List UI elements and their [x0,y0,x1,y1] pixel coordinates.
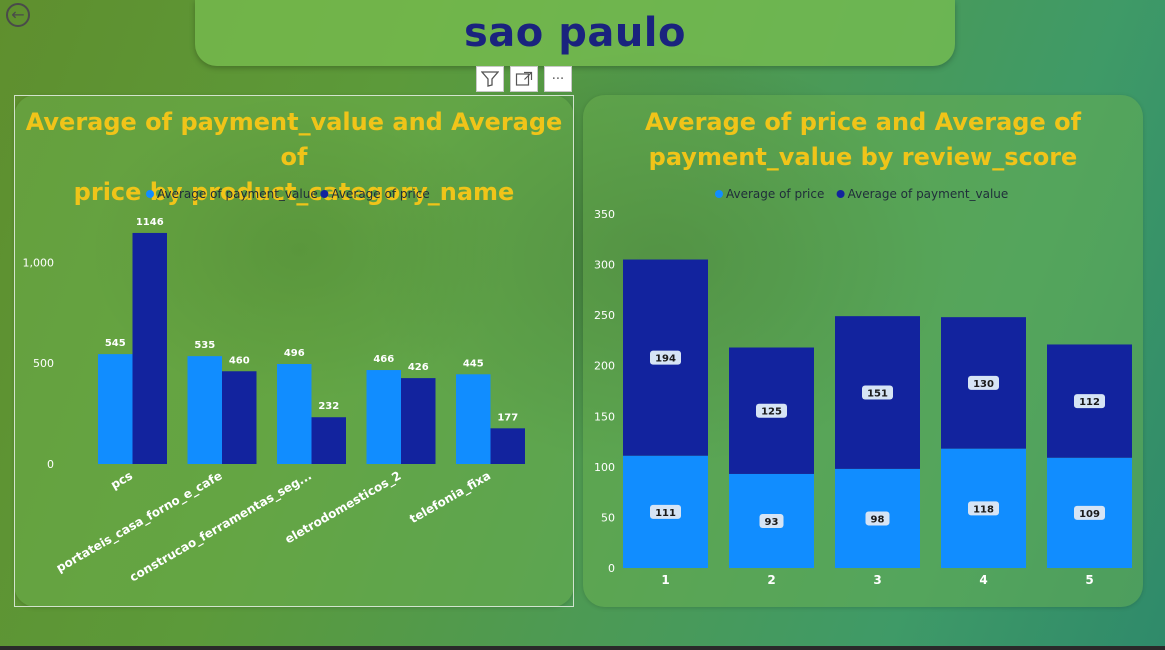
data-label: 118 [973,504,994,515]
data-label: 111 [655,508,676,519]
y-tick-label: 0 [47,458,54,471]
data-label: 535 [194,340,215,351]
y-tick-label: 0 [608,562,615,575]
data-label: 98 [871,514,885,525]
legend-label: Average of payment_value [848,187,1009,201]
data-label-bg [865,511,890,526]
y-tick-label: 1,000 [23,256,55,269]
chart-category-svg: Average of payment_value Average of price… [23,187,525,585]
data-label-bg [756,403,787,418]
chart-title-line-1: Average of payment_value and Average of [25,108,563,171]
x-tick-label: 5 [1085,573,1093,587]
data-label-bg [650,504,681,519]
data-label: 125 [761,407,782,418]
y-tick-label: 350 [594,208,615,221]
data-label-bg [862,385,893,400]
x-tick-label: pcs [108,468,135,492]
x-tick-label: 2 [767,573,775,587]
data-label: 177 [497,412,518,423]
data-label: 151 [867,389,888,400]
legend-marker [146,190,154,198]
chart-title: Average of payment_value and Average of … [14,105,574,210]
y-tick-label: 200 [594,360,615,373]
bar [222,371,257,464]
bottom-bar [0,646,1165,650]
x-tick-label: 4 [979,573,987,587]
chart-title-line-2: payment_value by review_score [648,143,1078,171]
data-label-bg [1074,394,1105,409]
bar [366,370,401,464]
data-label: 194 [655,354,676,365]
x-tick-label: portateis_casa_forno_e_cafe [54,468,225,576]
filter-icon[interactable] [476,66,504,92]
legend-marker [836,190,845,198]
data-label-bg [968,501,999,516]
data-label: 426 [408,362,429,373]
visual-header: ··· [476,66,572,92]
bar [132,232,167,464]
legend-label: Average of payment_value [157,187,318,201]
data-label: 1146 [136,217,164,228]
legend-label: Average of price [726,187,824,201]
bar [98,354,133,464]
data-label-bg [759,513,784,528]
y-tick-label: 300 [594,259,615,272]
bar [311,417,346,464]
bar [277,364,312,464]
bar [490,428,525,464]
data-label: 130 [973,379,994,390]
page-title-banner: sao paulo [195,0,955,66]
bar [401,378,436,464]
chart-title-line-1: Average of price and Average of [644,108,1082,136]
data-label-bg [650,350,681,365]
focus-mode-icon[interactable] [510,66,538,92]
legend-label: Average of price [331,187,429,201]
data-label-bg [1074,505,1105,520]
bar [456,374,491,464]
data-label-bg [968,375,999,390]
data-label: 109 [1079,509,1100,520]
data-label: 466 [373,354,394,365]
data-label: 112 [1079,397,1100,408]
legend-marker [320,190,329,198]
y-tick-label: 150 [594,410,615,423]
x-tick-label: telefonia_fixa [407,468,493,527]
legend-marker [715,190,723,198]
data-label: 93 [765,517,779,528]
y-tick-label: 100 [594,461,615,474]
x-tick-label: 1 [661,573,669,587]
x-tick-label: 3 [873,573,881,587]
data-label: 496 [284,348,305,359]
page-title: sao paulo [464,10,686,56]
arrow-left-icon[interactable]: ← [6,3,30,27]
y-tick-label: 250 [594,309,615,322]
chart-title: Average of price and Average of payment_… [583,105,1143,175]
data-label: 545 [105,338,126,349]
data-label: 445 [463,358,484,369]
y-tick-label: 50 [601,511,615,524]
chart-review-svg: Average of price Average of payment_value… [594,187,1132,587]
chart-panel-review[interactable]: Average of price and Average of payment_… [583,95,1143,607]
data-label: 460 [229,355,250,366]
x-tick-label: construcao_ferramentas_seg... [127,468,314,585]
chart-panel-category[interactable]: Average of payment_value and Average of … [14,95,574,607]
data-label: 232 [318,401,339,412]
y-tick-label: 500 [33,357,54,370]
bar [187,356,222,464]
more-options-icon[interactable]: ··· [544,66,572,92]
